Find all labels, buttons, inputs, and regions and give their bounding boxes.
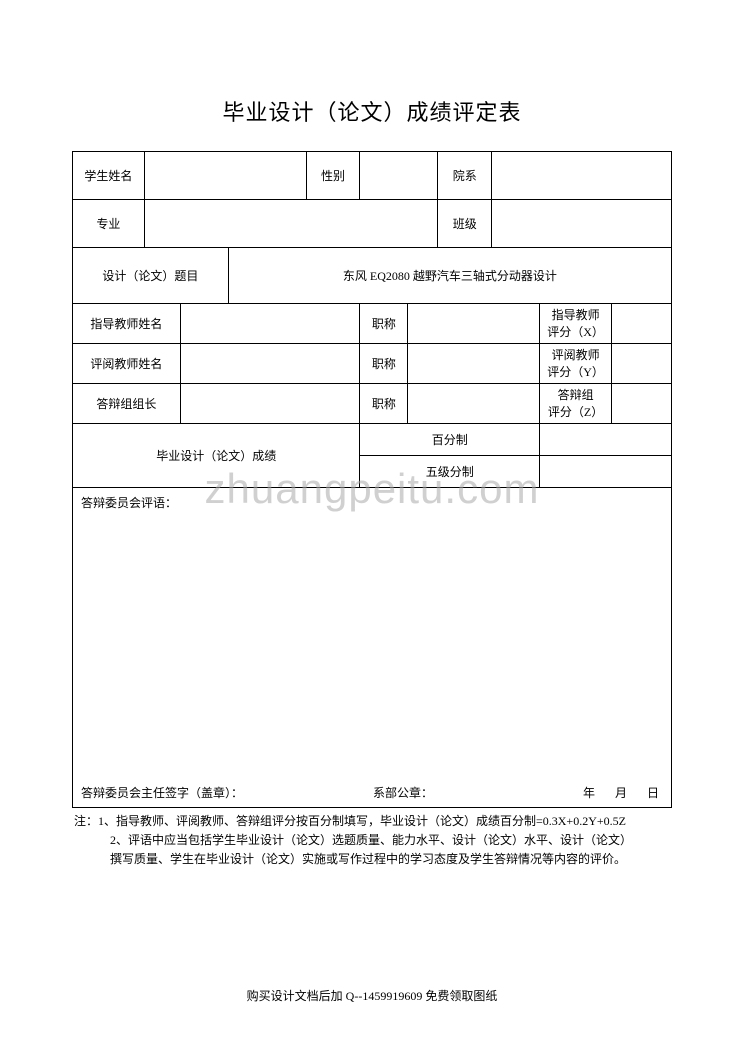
note-line-3: 撰写质量、学生在毕业设计（论文）实施或写作过程中的学习态度及学生答辩情况等内容的… [74, 850, 670, 869]
label-gender: 性别 [306, 152, 360, 200]
label-dept-seal: 系部公章： [373, 784, 433, 801]
page-title: 毕业设计（论文）成绩评定表 [72, 95, 672, 127]
table-row: 学生姓名 性别 院系 [73, 152, 672, 200]
label-student-name: 学生姓名 [73, 152, 145, 200]
value-advisor-name [180, 304, 360, 344]
value-percent-grade [540, 424, 672, 456]
label-defense-leader: 答辩组组长 [73, 384, 181, 424]
label-position-1: 职称 [360, 304, 408, 344]
table-row: 专业 班级 [73, 200, 672, 248]
value-reviewer-name [180, 344, 360, 384]
label-grade: 毕业设计（论文）成绩 [73, 424, 360, 488]
label-defense-score: 答辩组评分（Z） [540, 384, 612, 424]
value-defense-score [612, 384, 672, 424]
label-thesis-title: 设计（论文）题目 [73, 248, 229, 304]
footer-text: 购买设计文档后加 Q--1459919609 免费领取图纸 [0, 987, 744, 1004]
value-thesis-title: 东风 EQ2080 越野汽车三轴式分动器设计 [228, 248, 671, 304]
value-department [492, 152, 672, 200]
label-reviewer-score: 评阅教师评分（Y） [540, 344, 612, 384]
evaluation-table: 学生姓名 性别 院系 专业 班级 设计（论文）题目 东风 EQ2080 越野汽车… [72, 151, 672, 808]
notes-section: 注：1、指导教师、评阅教师、答辩组评分按百分制填写，毕业设计（论文）成绩百分制=… [72, 812, 672, 870]
table-row: 答辩组组长 职称 答辩组评分（Z） [73, 384, 672, 424]
table-row: 评阅教师姓名 职称 评阅教师评分（Y） [73, 344, 672, 384]
label-date: 年 月 日 [583, 784, 663, 801]
value-position-2 [408, 344, 540, 384]
note-line-1: 注：1、指导教师、评阅教师、答辩组评分按百分制填写，毕业设计（论文）成绩百分制=… [74, 812, 670, 831]
label-signature: 答辩委员会主任签字（盖章）： [81, 784, 243, 801]
value-class [492, 200, 672, 248]
label-percent-system: 百分制 [360, 424, 540, 456]
value-position-3 [408, 384, 540, 424]
label-committee-comment: 答辩委员会评语： [81, 494, 663, 511]
value-gender [360, 152, 438, 200]
value-defense-leader [180, 384, 360, 424]
value-major [144, 200, 437, 248]
signature-row: 答辩委员会主任签字（盖章）： 系部公章： 年 月 日 [81, 784, 663, 801]
committee-comment-area: 答辩委员会评语： 答辩委员会主任签字（盖章）： 系部公章： 年 月 日 [73, 488, 672, 808]
label-advisor-name: 指导教师姓名 [73, 304, 181, 344]
value-five-level-grade [540, 456, 672, 488]
table-row: 设计（论文）题目 东风 EQ2080 越野汽车三轴式分动器设计 [73, 248, 672, 304]
label-five-level-system: 五级分制 [360, 456, 540, 488]
label-class: 班级 [438, 200, 492, 248]
label-position-3: 职称 [360, 384, 408, 424]
label-position-2: 职称 [360, 344, 408, 384]
value-student-name [144, 152, 306, 200]
label-reviewer-name: 评阅教师姓名 [73, 344, 181, 384]
value-position-1 [408, 304, 540, 344]
table-row: 指导教师姓名 职称 指导教师评分（X） [73, 304, 672, 344]
label-department: 院系 [438, 152, 492, 200]
value-reviewer-score [612, 344, 672, 384]
table-row: 毕业设计（论文）成绩 百分制 [73, 424, 672, 456]
table-row: 答辩委员会评语： 答辩委员会主任签字（盖章）： 系部公章： 年 月 日 [73, 488, 672, 808]
value-advisor-score [612, 304, 672, 344]
label-major: 专业 [73, 200, 145, 248]
note-line-2: 2、评语中应当包括学生毕业设计（论文）选题质量、能力水平、设计（论文）水平、设计… [74, 831, 670, 850]
label-advisor-score: 指导教师评分（X） [540, 304, 612, 344]
